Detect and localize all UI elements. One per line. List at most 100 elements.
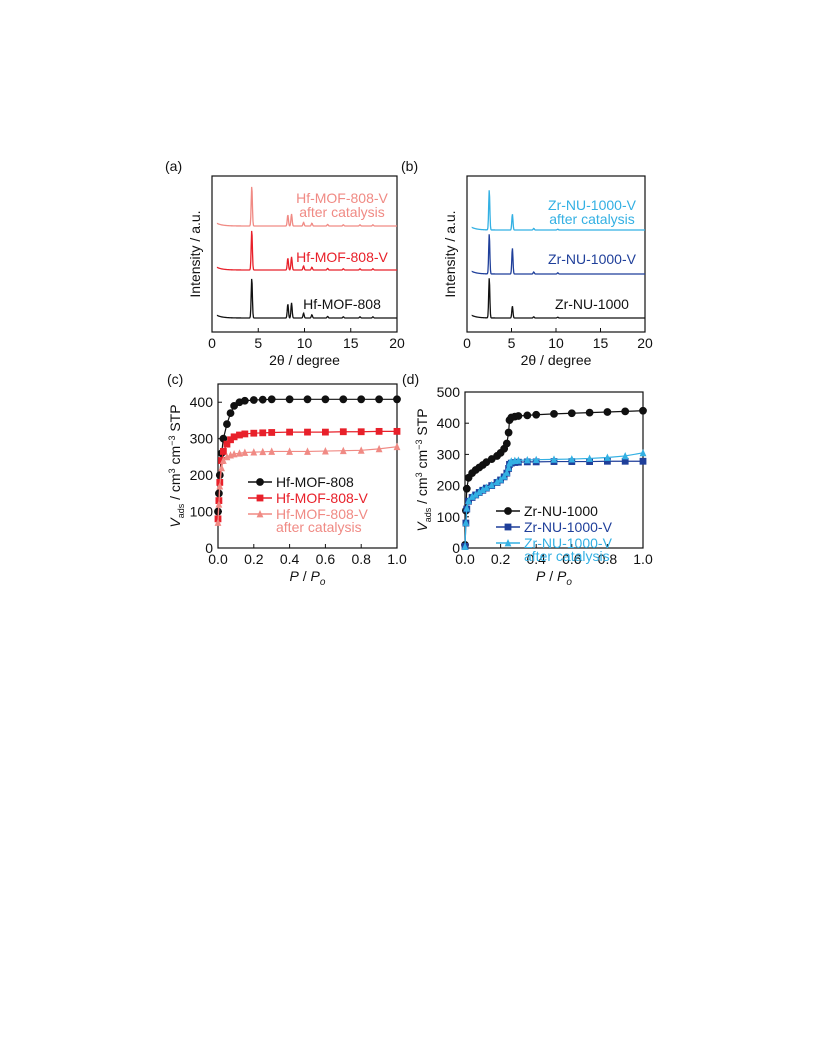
x-tick-label: 1.0 <box>633 551 653 567</box>
series-c-1-point <box>339 428 347 436</box>
series-c-2-point <box>339 446 347 455</box>
series-d-2-point <box>462 518 470 526</box>
series-c-1-point <box>230 433 238 441</box>
series-d-1-point <box>639 457 647 465</box>
series-d-2-point <box>497 475 504 483</box>
x-tick-label: 15 <box>593 335 609 351</box>
series-d-2-point <box>503 468 511 476</box>
series-c-1-point <box>375 427 383 435</box>
series-c-0-point <box>375 395 384 404</box>
series-c-1-point <box>304 428 311 436</box>
x-tick-label: 0.4 <box>526 551 546 567</box>
x-tick-label: 0.4 <box>280 551 300 567</box>
series-c-1-point <box>259 429 267 437</box>
series-c-0-point <box>339 395 348 404</box>
x-tick-label: 20 <box>389 335 405 351</box>
series-d-0-point <box>550 409 558 418</box>
legend-c-0-label: Hf-MOF-808 <box>276 474 354 490</box>
series-c-0-point <box>321 395 330 404</box>
series-c-1-point <box>219 448 227 455</box>
legend-d-1-marker <box>504 523 512 531</box>
x-tick-label: 5 <box>508 335 516 351</box>
series-c-2-point <box>230 449 238 458</box>
y-tick-label: 200 <box>437 478 461 494</box>
series-c-1-point <box>236 431 243 439</box>
series-d-2-point <box>500 472 508 480</box>
x-tick-label: 1.0 <box>387 551 407 567</box>
series-d-1-point <box>604 457 611 465</box>
series-a-1-trace <box>216 230 397 271</box>
series-b-0-trace <box>471 278 645 319</box>
y-axis-label-a: Intensity / a.u. <box>187 210 203 297</box>
series-c-2-point <box>241 448 249 456</box>
series-c-0-point <box>357 395 366 404</box>
series-c-1-point <box>241 430 249 438</box>
series-c-0-point <box>258 395 267 404</box>
series-d-2-point <box>586 454 593 462</box>
y-tick-label: 400 <box>437 415 461 431</box>
series-d-2-point <box>621 451 629 460</box>
series-d-0-point <box>523 411 532 420</box>
legend-d-1-label: Zr-NU-1000-V <box>524 519 613 535</box>
series-c-0-point <box>393 395 401 404</box>
plot-d: 0.0 0.2 0.4 0.6 0.8 1.0 0 100 200 300 400 500 Zr-NU-… <box>414 384 653 588</box>
series-a-0-label: Hf-MOF-808 <box>303 296 381 312</box>
x-axis-label-d: P / Po <box>536 568 572 588</box>
series-c-1-point <box>322 428 329 436</box>
x-tick-label: 0.8 <box>351 551 371 567</box>
x-tick-label: 10 <box>297 335 313 351</box>
plot-a: 0 5 10 15 20 Hf-MOF-808 Hf-MOF-808-V Hf-MOF-808… <box>187 175 405 368</box>
series-d-0-point <box>639 406 647 415</box>
legend-c-1-marker <box>256 494 264 502</box>
series-b-1-trace <box>471 234 645 275</box>
plot-c-frame <box>217 383 398 549</box>
x-axis-label-c: P / Po <box>290 568 326 588</box>
series-c-2-point <box>259 447 267 456</box>
series-d-2-point <box>475 487 483 496</box>
plot-b: 0 5 10 15 20 Zr-NU-1000 Zr-NU-1000-V Zr-NU-1000… <box>442 175 653 368</box>
legend-d-2-marker <box>504 539 512 547</box>
series-c-2-point <box>218 463 225 472</box>
series-d-2-point <box>482 483 490 491</box>
series-c-1-point <box>393 427 401 435</box>
series-c-2-point <box>357 446 365 454</box>
x-tick-label: 0.6 <box>562 551 582 567</box>
series-a-0-trace <box>216 278 397 319</box>
series-d-2-point <box>468 492 476 500</box>
legend-d-2-label: Zr-NU-1000-V <box>524 535 613 551</box>
series-c-1-point <box>250 429 258 437</box>
series-d-0-point <box>621 407 630 416</box>
legend-c-2-label-line2: after catalysis <box>276 519 362 535</box>
y-tick-label: 400 <box>190 394 214 410</box>
series-b-1-label: Zr-NU-1000-V <box>548 251 637 267</box>
series-d-2-point <box>639 448 647 457</box>
series-d-2-point <box>532 455 540 464</box>
series-d-0-point <box>585 408 594 417</box>
series-c-2-point <box>216 482 224 490</box>
series-d-0-point <box>502 439 511 448</box>
x-tick-label: 0.0 <box>455 551 475 567</box>
series-d-2-point <box>472 490 480 498</box>
series-d-0-point <box>532 410 541 419</box>
panel-label-a: (a) <box>165 158 182 174</box>
series-a-1-label: Hf-MOF-808-V <box>296 249 388 265</box>
series-c-0-point <box>303 395 312 404</box>
series-c-2-point <box>250 448 258 456</box>
series-c-0-point <box>267 395 276 404</box>
x-tick-label: 20 <box>637 335 653 351</box>
series-d-2-point <box>465 496 472 504</box>
x-tick-label: 0.8 <box>598 551 618 567</box>
x-tick-label: 0 <box>208 335 216 351</box>
series-d-2-point <box>523 456 531 464</box>
x-tick-label: 15 <box>343 335 359 351</box>
series-b-2-label: Zr-NU-1000-V <box>548 197 637 213</box>
series-a-2-label: Hf-MOF-808-V <box>296 190 388 206</box>
legend-c-0-marker <box>256 478 264 486</box>
series-c-2-point <box>322 447 329 455</box>
y-tick-label: 100 <box>437 509 461 525</box>
series-c-0-point <box>219 434 228 443</box>
series-d-0-point <box>567 409 576 418</box>
panel-label-d: (d) <box>402 371 419 387</box>
series-a-2-trace <box>216 186 397 227</box>
